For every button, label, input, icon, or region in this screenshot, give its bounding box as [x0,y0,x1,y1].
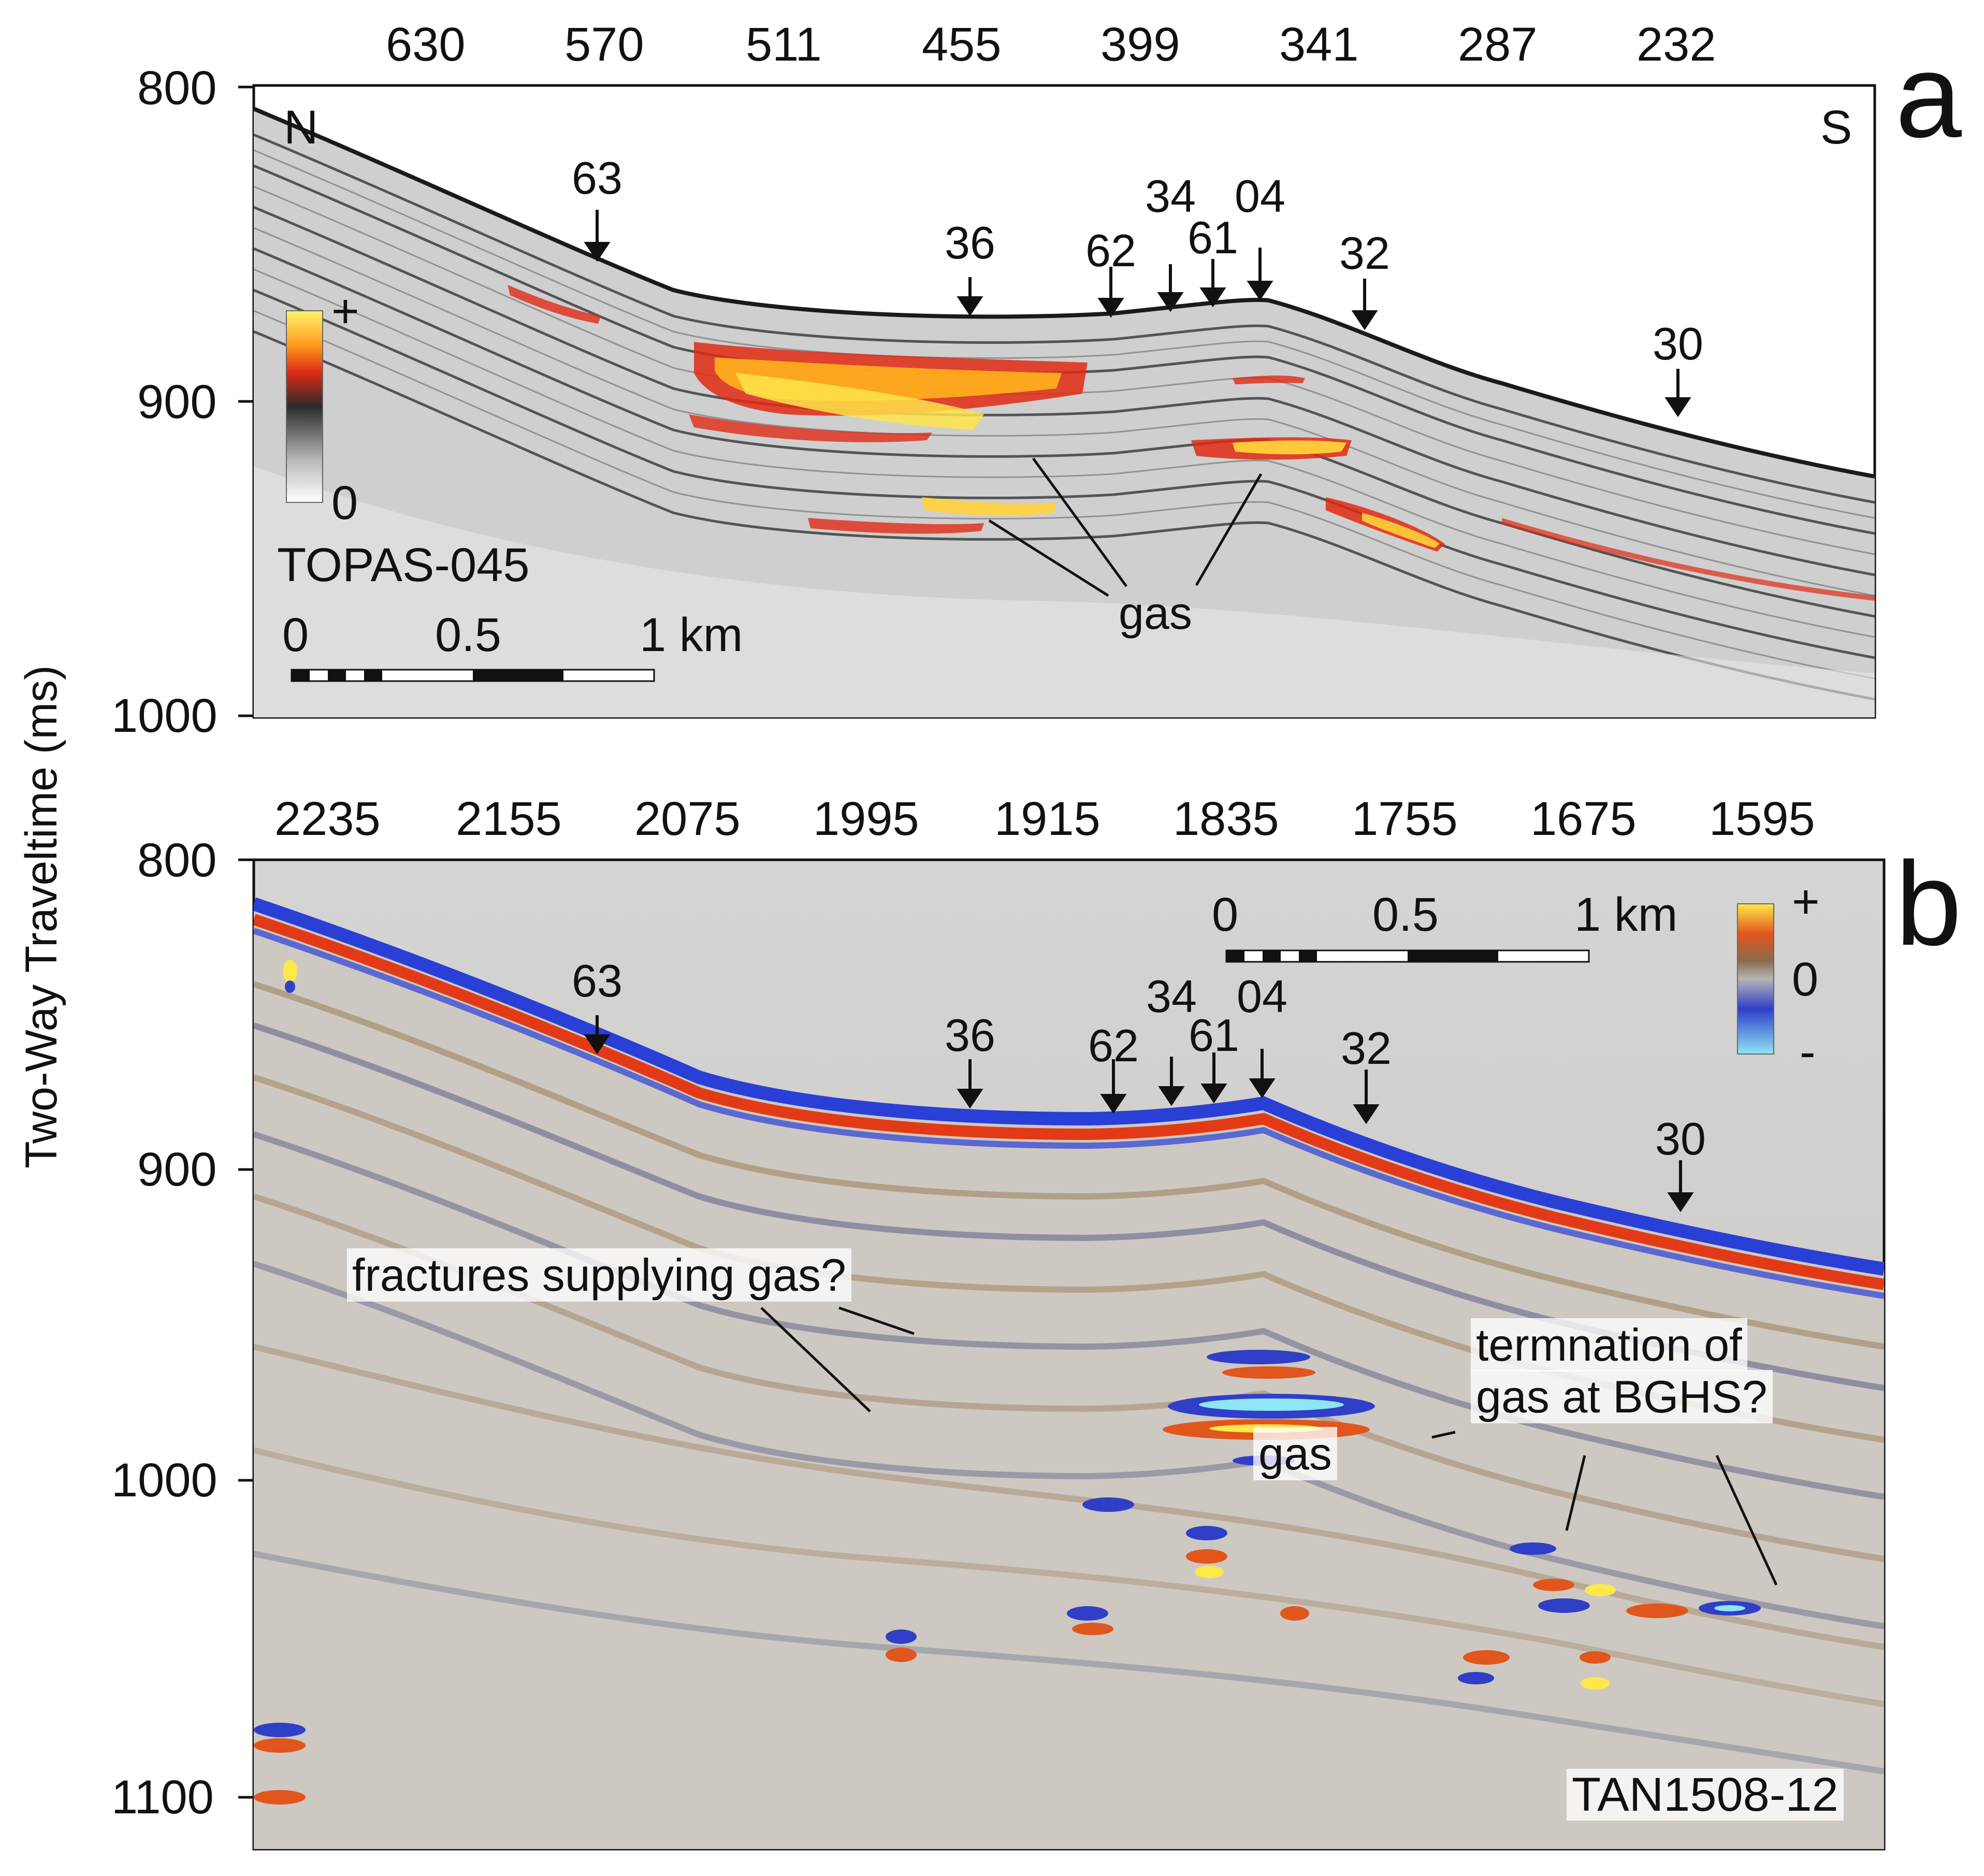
panel-b-colorbar-min: - [1800,1026,1816,1078]
panel-a-marker-label: 04 [1235,170,1285,222]
panel-a-scale-mid: 0.5 [435,609,501,661]
panel-a-marker-label: 36 [945,217,995,268]
panel-b-top-tick: 2075 [634,792,741,845]
panel-b-top-tick: 2155 [456,792,562,845]
panel-a-marker-arrows [584,210,1691,417]
panel-b-section [238,858,1886,1851]
panel-a-marker-label: 62 [1085,225,1136,276]
panel-b-scale-end: 1 km [1574,888,1678,941]
panel-a-gas-label: gas [1119,587,1192,639]
panel-b-colorbar [1737,903,1774,1055]
panel-a-colorbar-min: 0 [331,477,358,529]
panel-a-marker-label: 63 [572,152,622,204]
panel-a-top-tick: 630 [386,18,466,71]
panel-a-y-tick: 1000 [111,689,218,742]
panel-a-top-tick: 399 [1100,18,1180,71]
panel-a-gas-anomalies [508,285,1875,601]
panel-b-profile-name: TAN1508-12 [1567,1769,1844,1821]
panel-b-marker-label: 30 [1655,1113,1706,1164]
panel-b-scale-zero: 0 [1212,888,1239,941]
panel-b-scalebar [1225,949,1590,963]
panel-a-top-tick: 570 [564,18,644,71]
panel-b-marker-arrows [584,1015,1694,1213]
panel-b-deep-anomalies [254,960,1761,1805]
panel-b-top-tick: 1915 [994,792,1100,845]
panel-b-seismic [254,897,1884,1849]
panel-b-marker-label: 62 [1088,1020,1139,1071]
panel-b-marker-label: 61 [1189,1009,1239,1061]
panel-b-letter: b [1895,837,1962,970]
panel-b-marker-label: 36 [945,1009,995,1061]
panel-a-colorbar-max: + [331,285,359,338]
panel-b-top-tick: 1995 [813,792,919,845]
fractures-annotation: fractures supplying gas? [347,1248,851,1302]
panel-b-colorbar-max: + [1792,875,1820,928]
panel-a-colorbar [286,310,323,503]
panel-b-top-tick: 1675 [1530,792,1637,845]
panel-b-y-tick: 800 [137,834,217,887]
panel-a-profile-name: TOPAS-045 [277,539,530,591]
panel-b-yticks [238,858,254,1799]
panel-b-y-tick: 1100 [111,1771,214,1824]
panel-a-y-tick: 900 [137,376,217,428]
panel-a-section [238,84,1876,719]
panel-b-marker-label: 34 [1146,971,1197,1022]
panel-a-marker-label: 61 [1187,212,1238,263]
panel-a-scale-zero: 0 [282,609,309,661]
direction-north-label: N [284,101,318,154]
panel-b-marker-label: 63 [572,955,622,1006]
panel-a-top-tick: 511 [746,18,822,71]
panel-a-marker-label: 32 [1339,227,1390,279]
panel-a-top-tick: 232 [1637,18,1716,71]
panel-a-yticks [238,85,254,717]
panel-a-y-tick: 800 [137,62,217,114]
panel-b-top-tick: 2235 [274,792,381,845]
panel-a-gas-leaders [988,457,1263,597]
panel-b-marker-label: 32 [1341,1022,1392,1074]
panel-a-top-tick: 287 [1458,18,1538,71]
panel-a-seismic [254,107,1875,717]
direction-south-label: S [1820,101,1852,154]
panel-a-top-tick: 455 [922,18,1002,71]
panel-b-top-tick: 1835 [1173,792,1279,845]
panel-a-scalebar [291,669,655,682]
panel-a-letter: a [1895,29,1962,162]
y-axis-label: Two-Way Traveltime (ms) [17,665,66,1168]
panel-b-top-tick: 1595 [1709,792,1815,845]
panel-b-annotation-leaders [760,1306,1778,1586]
panel-b-y-tick: 900 [137,1143,217,1196]
termination-annotation-line2: gas at BGHS? [1471,1370,1773,1424]
termination-annotation-line1: termnation of [1471,1318,1747,1372]
panel-a-marker-label: 34 [1145,170,1196,222]
panel-b-colorbar-mid: 0 [1792,953,1819,1006]
panel-b-marker-label: 04 [1237,971,1287,1022]
panel-b-top-tick: 1755 [1352,792,1458,845]
panel-a-marker-label: 30 [1653,318,1703,369]
panel-b-scale-mid: 0.5 [1372,888,1439,941]
panel-b-gas-annotation: gas [1253,1427,1337,1481]
panel-a-scale-end: 1 km [640,609,743,661]
panel-b-y-tick: 1000 [111,1454,218,1507]
panel-a-top-tick: 341 [1279,18,1359,71]
